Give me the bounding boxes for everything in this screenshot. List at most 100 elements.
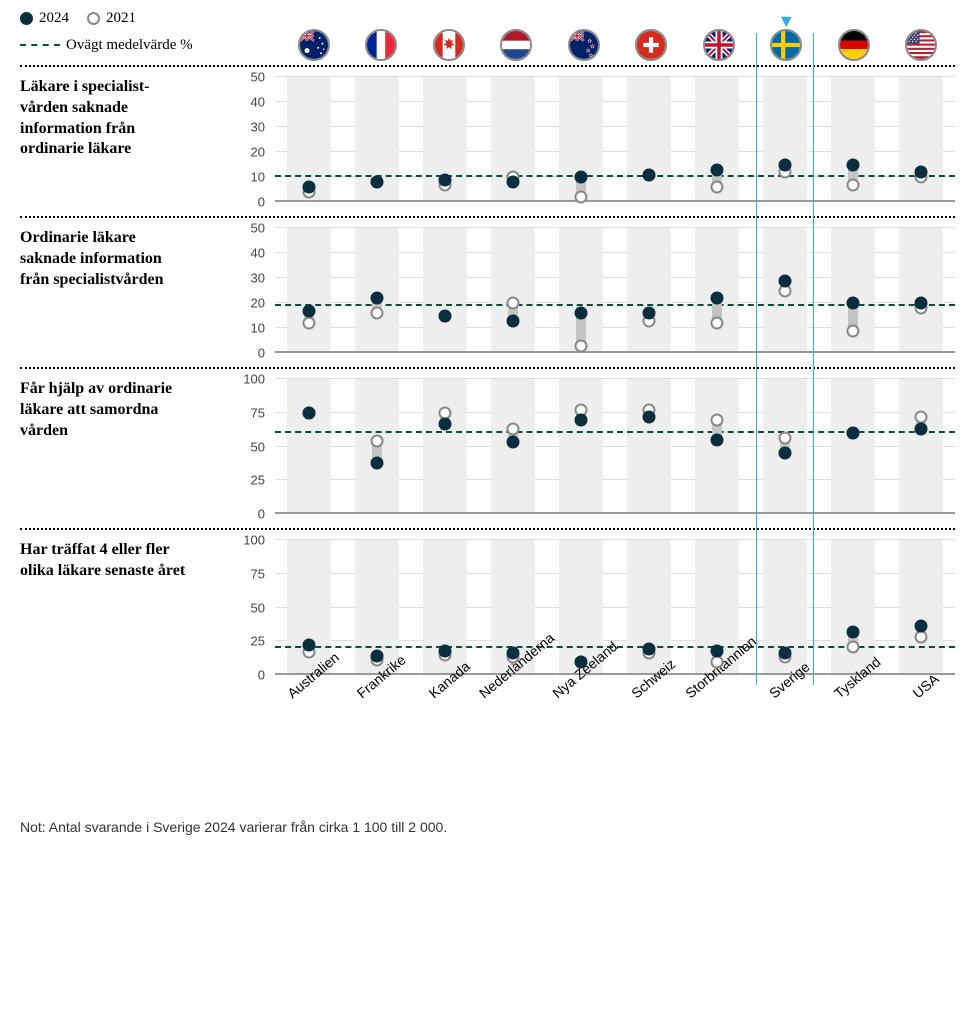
point-2024 (847, 158, 860, 171)
point-2021 (711, 181, 724, 194)
flag-us (888, 29, 956, 61)
point-2024 (439, 644, 452, 657)
plot-area (275, 540, 955, 675)
point-2024 (507, 647, 520, 660)
point-2024 (439, 417, 452, 430)
plot-area (275, 77, 955, 202)
point-2024 (915, 297, 928, 310)
country-band (287, 379, 331, 514)
point-2024 (303, 181, 316, 194)
panels-container: Läkare i specialist-vården saknade infor… (20, 65, 955, 685)
flag-circle-icon (838, 29, 870, 61)
flag-circle-icon (905, 29, 937, 61)
point-2024 (303, 304, 316, 317)
flag-au (280, 29, 348, 61)
y-tick: 40 (251, 95, 265, 110)
point-2021 (507, 297, 520, 310)
y-tick: 0 (258, 668, 265, 683)
country-band (559, 379, 603, 514)
chart-row: Får hjälp av ordinarie läkare att samord… (20, 369, 955, 524)
chart-plot: 0255075100 (205, 369, 955, 524)
legend-mean-label: Ovägt medelvärde % (66, 37, 193, 54)
panel-title: Har träffat 4 eller fler olika läkare se… (20, 530, 205, 685)
point-2021 (847, 178, 860, 191)
point-2024 (711, 644, 724, 657)
y-tick: 75 (251, 405, 265, 420)
chart-plot: 01020304050 (205, 67, 955, 212)
flag-circle-icon (365, 29, 397, 61)
y-tick: 50 (251, 221, 265, 236)
point-2024 (303, 639, 316, 652)
point-2024 (643, 168, 656, 181)
panel-title: Läkare i specialist-vården saknade infor… (20, 67, 205, 212)
y-tick: 25 (251, 634, 265, 649)
flag-ca (415, 29, 483, 61)
point-2024 (371, 292, 384, 305)
country-band (491, 228, 535, 353)
point-2021 (779, 432, 792, 445)
y-tick: 20 (251, 296, 265, 311)
x-label-col: Australien (275, 689, 343, 789)
point-2021 (847, 640, 860, 653)
country-band (627, 228, 671, 353)
point-2024 (507, 176, 520, 189)
x-label-col: Nya Zeeland (547, 689, 615, 789)
point-2024 (915, 166, 928, 179)
point-2024 (643, 410, 656, 423)
country-band (695, 228, 739, 353)
y-tick: 10 (251, 170, 265, 185)
plot-area (275, 379, 955, 514)
y-tick: 30 (251, 120, 265, 135)
y-tick: 50 (251, 600, 265, 615)
x-label-col: USA (887, 689, 955, 789)
panel-title: Ordinarie läkare saknade information frå… (20, 218, 205, 363)
flag-fr (348, 29, 416, 61)
flag-ch (618, 29, 686, 61)
y-tick: 0 (258, 195, 265, 210)
legend-2021: 2021 (87, 10, 136, 27)
point-2024 (575, 171, 588, 184)
country-band (695, 379, 739, 514)
y-tick: 20 (251, 145, 265, 160)
point-2021 (915, 410, 928, 423)
point-2024 (371, 456, 384, 469)
y-tick: 100 (243, 372, 265, 387)
dot-2024-icon (20, 12, 33, 25)
legend: 2024 2021 (20, 10, 955, 27)
country-band (899, 228, 943, 353)
country-band (627, 77, 671, 202)
legend-2024: 2024 (20, 10, 69, 27)
x-label-col: Nederländerna (479, 689, 547, 789)
x-label-col: Sverige (751, 689, 819, 789)
country-band (763, 77, 807, 202)
point-2024 (575, 413, 588, 426)
country-band (423, 228, 467, 353)
point-2021 (847, 324, 860, 337)
flag-circle-icon (635, 29, 667, 61)
point-2024 (303, 406, 316, 419)
point-2024 (779, 647, 792, 660)
point-2024 (915, 620, 928, 633)
point-2024 (847, 625, 860, 638)
x-axis-labels: AustralienFrankrikeKanadaNederländernaNy… (20, 689, 955, 789)
chart-row: Ordinarie läkare saknade information frå… (20, 218, 955, 363)
point-2021 (303, 317, 316, 330)
flag-circle-icon (298, 29, 330, 61)
point-2024 (711, 433, 724, 446)
point-2024 (507, 436, 520, 449)
point-2024 (371, 176, 384, 189)
y-tick: 0 (258, 507, 265, 522)
point-2024 (575, 655, 588, 668)
header-row: Ovägt medelvärde % ▼ (20, 29, 955, 61)
flag-nz (550, 29, 618, 61)
point-2024 (711, 292, 724, 305)
dot-2021-icon (87, 12, 100, 25)
chart-row: Läkare i specialist-vården saknade infor… (20, 67, 955, 212)
point-2024 (779, 274, 792, 287)
flag-gb (685, 29, 753, 61)
point-2024 (371, 650, 384, 663)
x-label-col: Kanada (411, 689, 479, 789)
point-2021 (575, 339, 588, 352)
x-label-col: Tyskland (819, 689, 887, 789)
legend-2021-label: 2021 (106, 10, 136, 27)
